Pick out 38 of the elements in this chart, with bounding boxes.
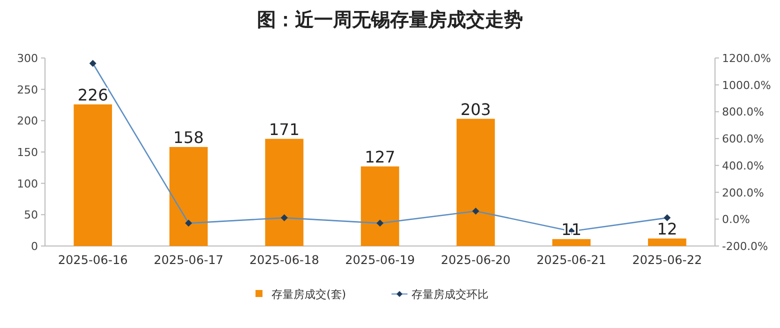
y-tick-label: 50 (24, 208, 38, 222)
y2-tick-label: -200.0% (722, 240, 768, 253)
data-label: 171 (269, 120, 300, 139)
y2-tick-label: 1000.0% (722, 78, 771, 92)
bar (552, 239, 591, 246)
y-tick-label: 250 (17, 83, 38, 96)
y-tick-label: 200 (17, 114, 38, 128)
chart-title: 图：近一周无锡存量房成交走势 (257, 9, 523, 31)
y2-tick-label: 200.0% (722, 186, 764, 200)
bar (265, 138, 304, 246)
y2-tick-label: 1200.0% (722, 52, 771, 65)
legend-label: 存量房成交(套) (272, 288, 346, 301)
y2-tick-label: 0.0% (722, 213, 750, 226)
bar (648, 238, 686, 246)
data-label: 226 (78, 85, 108, 104)
x-tick-label: 2025-06-18 (249, 253, 320, 267)
bar (456, 118, 495, 246)
data-label: 203 (460, 100, 491, 119)
data-label: 127 (364, 147, 396, 166)
bar (360, 166, 400, 246)
x-tick-label: 2025-06-21 (536, 253, 606, 267)
data-label: 158 (173, 128, 204, 147)
y-tick-label: 0 (31, 240, 38, 253)
y-tick-label: 150 (17, 146, 38, 159)
x-tick-label: 2025-06-16 (58, 253, 128, 267)
x-tick-label: 2025-06-19 (345, 253, 415, 267)
y2-tick-label: 800.0% (722, 106, 764, 119)
legend-label: 存量房成交环比 (412, 288, 488, 301)
bar (74, 104, 112, 246)
x-tick-label: 2025-06-22 (632, 253, 702, 267)
y2-tick-label: 600.0% (722, 132, 764, 146)
y-tick-label: 100 (17, 177, 38, 190)
y-tick-label: 300 (17, 52, 38, 65)
x-tick-label: 2025-06-20 (440, 253, 511, 267)
bar (169, 146, 208, 246)
y2-tick-label: 400.0% (722, 159, 764, 172)
x-tick-label: 2025-06-17 (154, 253, 224, 267)
data-label: 12 (656, 219, 678, 238)
